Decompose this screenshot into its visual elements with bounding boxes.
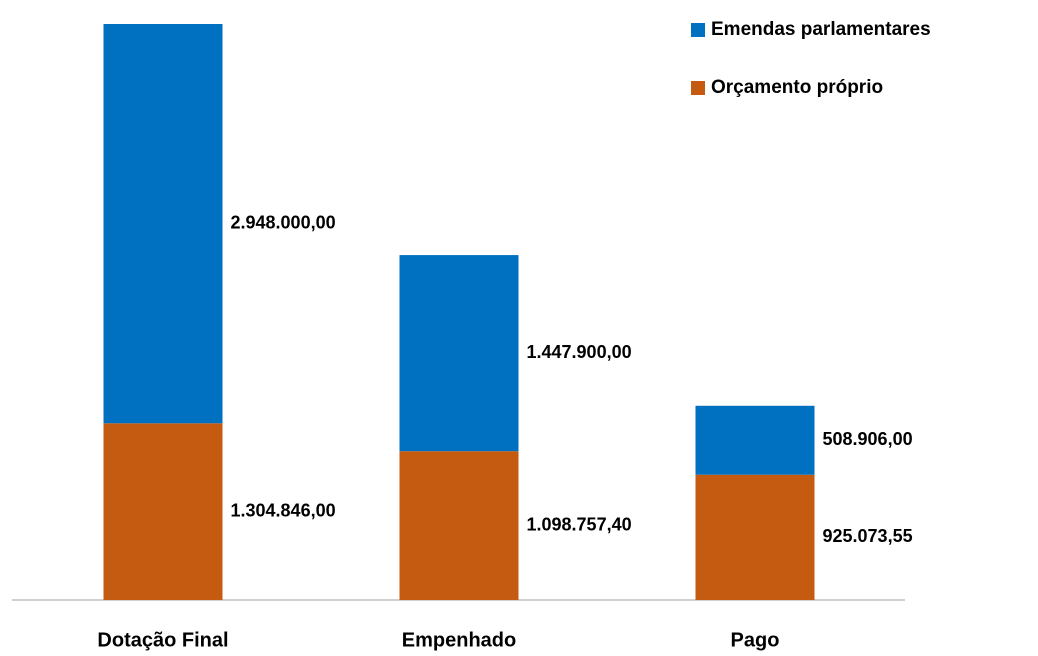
- value-label: 1.304.846,00: [231, 500, 336, 520]
- bar-segment: [399, 451, 519, 600]
- bar-segment: [399, 255, 519, 452]
- value-label: 925.073,55: [823, 526, 913, 546]
- legend-swatch: [691, 23, 705, 37]
- bar-segment: [695, 474, 815, 600]
- bar-segment: [103, 423, 223, 600]
- x-tick-label: Pago: [731, 629, 780, 651]
- value-label: 1.098.757,40: [527, 514, 632, 534]
- value-label: 1.447.900,00: [527, 342, 632, 362]
- legend-label: Orçamento próprio: [711, 77, 883, 98]
- value-label: 508.906,00: [823, 429, 913, 449]
- legend-label: Emendas parlamentares: [711, 19, 931, 40]
- x-tick-label: Empenhado: [402, 629, 516, 651]
- legend-swatch: [691, 81, 705, 95]
- value-label: 2.948.000,00: [231, 212, 336, 232]
- bar-segment: [103, 24, 223, 424]
- x-tick-label: Dotação Final: [97, 629, 228, 651]
- bar-segment: [695, 405, 815, 475]
